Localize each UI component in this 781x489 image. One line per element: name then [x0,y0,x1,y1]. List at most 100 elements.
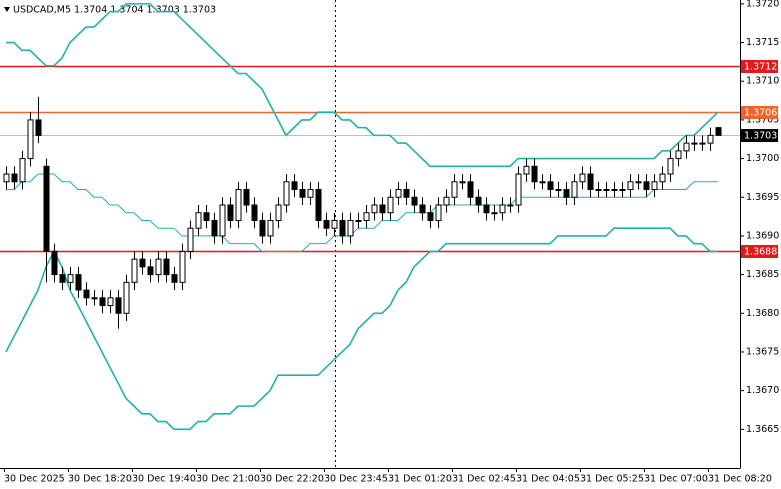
candle-body [211,219,218,237]
candle-body [499,204,506,214]
y-tick-label: 1.3715 [746,37,779,48]
candle-body [323,219,330,229]
candle-body [571,181,578,198]
level-label: 1.3706 [744,108,777,119]
candle-body [339,219,346,237]
candle-body [283,181,290,206]
candle-body [659,173,666,183]
candle-body [667,158,674,175]
candle-body [611,189,618,192]
x-tick-label: 30 Dec 2025 [4,474,65,485]
candle-body [235,189,242,221]
y-tick-label: 1.3710 [746,76,779,87]
candle-body [299,189,306,198]
candle-body [67,274,74,283]
y-tick-label: 1.3675 [746,346,779,357]
level-label: 1.3688 [744,247,777,258]
candle-body [555,189,562,192]
y-tick-label: 1.3705 [746,114,779,125]
candle-body [187,227,194,252]
candle-body [115,297,122,314]
candle-body [99,297,106,307]
bollinger-band [6,3,719,168]
x-tick-label: 31 Dec 08:20 [708,474,772,485]
level-label: 1.3712 [744,62,777,73]
candle-body [403,189,410,198]
candle-body [699,142,706,145]
x-tick-label: 30 Dec 18:20 [68,474,132,485]
candle-body [203,212,210,221]
candle-body [395,189,402,198]
candle-body [643,181,650,191]
candle-body [51,250,58,276]
candle-body [307,189,314,198]
candle-body [515,173,522,206]
candle-body [539,181,546,184]
candle-body [219,204,226,237]
candle-body [595,189,602,192]
candle-body [43,165,50,252]
x-tick-label: 31 Dec 01:20 [388,474,452,485]
y-tick-label: 1.3700 [746,153,779,164]
candle-body [651,181,658,191]
candle-body [3,173,10,183]
candle-body [355,219,362,222]
candle-body [619,189,626,192]
candle-body [107,297,114,307]
candle-body [523,165,530,175]
candle-body [243,189,250,206]
y-tick-label: 1.3680 [746,308,779,319]
candle-body [259,219,266,237]
candle-body [251,204,258,221]
candle-body [147,266,154,276]
candle-body [123,281,130,314]
candle-body [267,219,274,237]
candle-body [635,181,642,184]
candle-body [131,258,138,283]
x-tick-label: 30 Dec 23:45 [324,474,388,485]
candle-body [371,204,378,214]
y-tick-label: 1.3665 [746,424,779,435]
candle-body [363,212,370,221]
candle-body [171,274,178,283]
candle-body [707,134,714,144]
bollinger-band [5,227,718,431]
candle-body [195,212,202,229]
candle-body [155,258,162,276]
menu-arrow [4,7,10,12]
x-tick-label: 31 Dec 04:05 [516,474,580,485]
candle-body [83,289,90,299]
candle-body [227,204,234,221]
candle-body [331,219,338,229]
candle-body [411,196,418,206]
candle-body [451,181,458,198]
candle-body [179,250,186,283]
y-tick-label: 1.3690 [746,230,779,241]
candle-body [379,204,386,214]
level-label-bg [741,129,778,142]
candle-body [139,258,146,268]
candle-body [435,204,442,221]
y-tick-label: 1.3685 [746,269,779,280]
candle-body [27,119,34,160]
candle-body [347,219,354,237]
candle-body [163,258,170,276]
candle-body [19,158,26,183]
x-tick-label: 30 Dec 19:40 [132,474,196,485]
candle-body [275,204,282,221]
candle-body [579,173,586,183]
candle-body [587,173,594,191]
candle-body [691,142,698,145]
candle-body [91,297,98,300]
candle-body [483,204,490,214]
x-tick-label: 30 Dec 21:00 [196,474,260,485]
candle-body [427,212,434,221]
candle-body [715,127,722,136]
bollinger-band [6,173,718,252]
candle-body [419,204,426,214]
chart-title: USDCAD,M5 1.3704 1.3704 1.3703 1.3703 [13,5,216,16]
level-label-bg [741,245,778,258]
candle-body [459,181,466,184]
candle-body [11,173,18,183]
